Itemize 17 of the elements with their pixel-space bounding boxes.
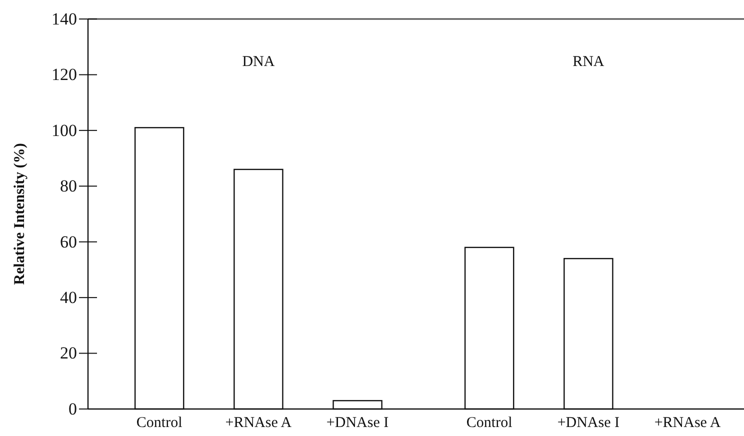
y-tick-label: 120 — [52, 65, 77, 84]
x-tick-label: +DNAse I — [326, 415, 389, 431]
annotation: RNA — [572, 54, 604, 70]
y-tick-label: 80 — [60, 176, 77, 196]
x-tick-label: Control — [136, 415, 182, 431]
x-tick-label: Control — [466, 415, 512, 431]
x-tick-label: +RNAse A — [225, 415, 292, 431]
annotation: DNA — [242, 54, 275, 70]
x-tick-label: +RNAse A — [654, 415, 721, 431]
y-tick-label: 100 — [52, 120, 77, 140]
y-axis-title: Relative Intensity (%) — [12, 143, 28, 285]
y-tick-label: 0 — [68, 399, 77, 418]
x-tick-label: +DNAse I — [557, 415, 620, 431]
y-tick-label: 60 — [60, 232, 77, 252]
y-tick-label: 20 — [60, 344, 77, 363]
y-tick-label: 40 — [60, 288, 77, 308]
y-tick-label: 140 — [52, 9, 77, 28]
